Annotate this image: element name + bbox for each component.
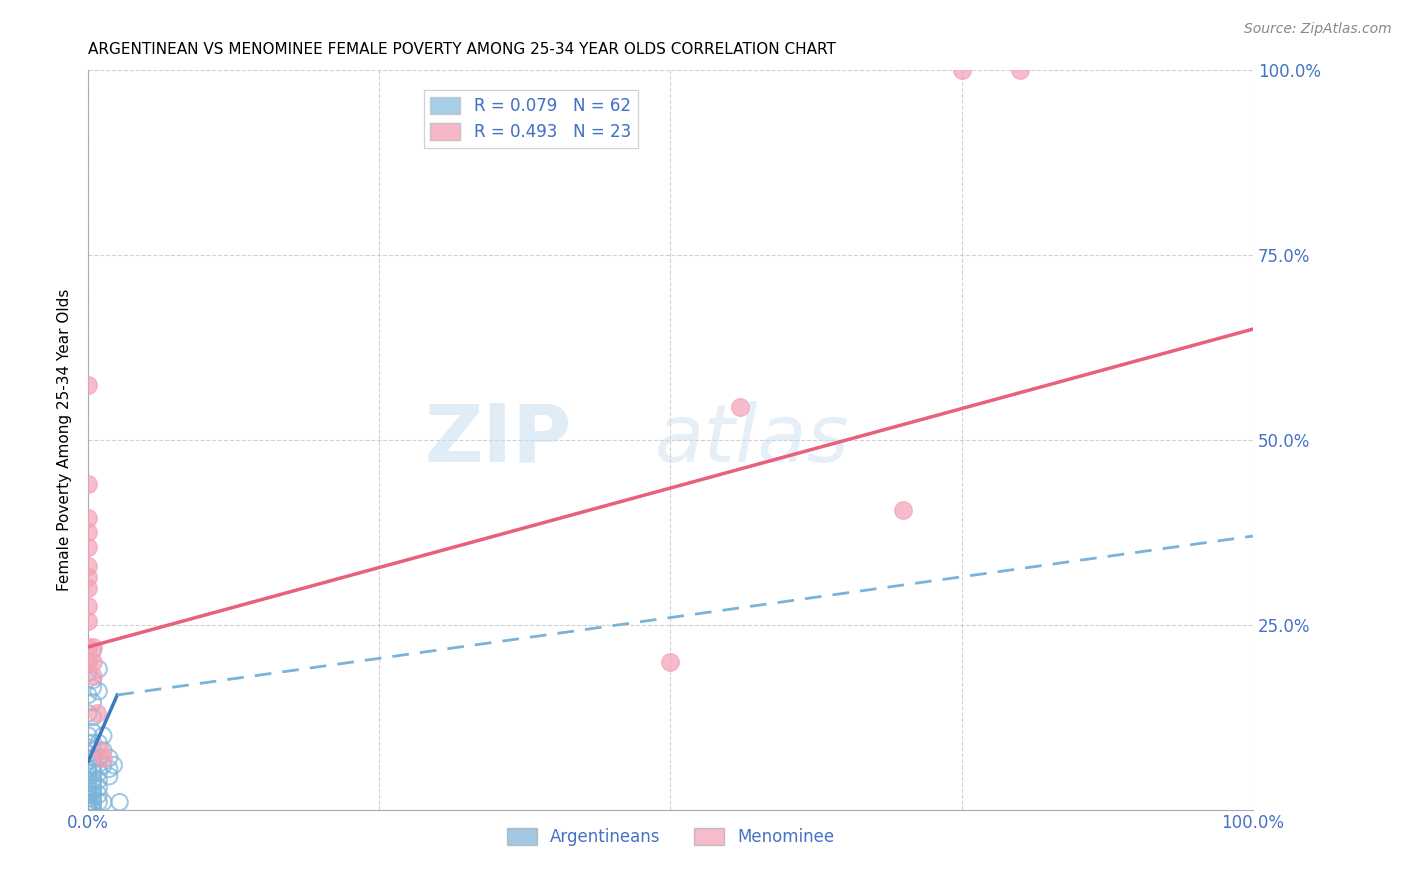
Point (77, 706, 100, 721)
Point (87, 684, 110, 698)
Text: ZIP: ZIP (425, 401, 571, 479)
Point (77, 525, 100, 540)
Point (82, 725, 104, 739)
Y-axis label: Female Poverty Among 25-34 Year Olds: Female Poverty Among 25-34 Year Olds (58, 289, 72, 591)
Point (77, 540, 100, 554)
Point (77, 581, 100, 595)
Point (950, 63, 973, 78)
Point (91, 729, 114, 743)
Point (893, 503, 915, 517)
Point (82, 772, 104, 787)
Point (77, 665, 100, 680)
Point (77, 769, 100, 783)
Point (77, 747, 100, 761)
Point (77, 688, 100, 702)
Point (87, 765, 110, 780)
Point (77, 801, 100, 815)
Point (77, 795, 100, 809)
Point (98, 769, 121, 783)
Point (77, 510, 100, 524)
Point (82, 643, 104, 657)
Point (87, 795, 110, 809)
Point (77, 736, 100, 750)
Point (82, 803, 104, 817)
Point (77, 798, 100, 813)
Point (77, 774, 100, 789)
Point (82, 695, 104, 709)
Point (91, 758, 114, 772)
Point (77, 791, 100, 805)
Point (82, 762, 104, 776)
Point (77, 784, 100, 798)
Point (77, 780, 100, 795)
Point (87, 751, 110, 765)
Point (77, 377, 100, 392)
Point (87, 788, 110, 802)
Legend: R = 0.079   N = 62, R = 0.493   N = 23: R = 0.079 N = 62, R = 0.493 N = 23 (423, 90, 638, 148)
Point (82, 777, 104, 791)
Point (82, 710, 104, 724)
Point (82, 791, 104, 805)
Point (82, 669, 104, 683)
Point (82, 798, 104, 813)
Point (98, 762, 121, 776)
Point (82, 743, 104, 757)
Point (77, 655, 100, 669)
Point (77, 558, 100, 573)
Point (77, 755, 100, 769)
Text: Source: ZipAtlas.com: Source: ZipAtlas.com (1244, 22, 1392, 37)
Text: ARGENTINEAN VS MENOMINEE FEMALE POVERTY AMONG 25-34 YEAR OLDS CORRELATION CHART: ARGENTINEAN VS MENOMINEE FEMALE POVERTY … (89, 42, 837, 57)
Point (82, 640, 104, 654)
Point (82, 673, 104, 688)
Point (77, 477, 100, 491)
Point (82, 655, 104, 669)
Point (82, 751, 104, 765)
Point (1008, 63, 1031, 78)
Point (77, 599, 100, 614)
Point (82, 795, 104, 809)
Point (77, 803, 100, 817)
Point (77, 614, 100, 628)
Point (82, 736, 104, 750)
Point (82, 784, 104, 798)
Point (98, 751, 121, 765)
Point (659, 655, 682, 669)
Point (77, 803, 100, 817)
Point (77, 762, 100, 776)
Point (77, 640, 100, 654)
Point (77, 803, 100, 817)
Point (82, 788, 104, 802)
Point (87, 736, 110, 750)
Point (77, 788, 100, 802)
Point (87, 780, 110, 795)
Point (87, 662, 110, 676)
Point (87, 772, 110, 787)
Point (86, 706, 108, 721)
Point (77, 765, 100, 780)
Point (82, 681, 104, 695)
Point (91, 795, 114, 809)
Point (82, 780, 104, 795)
Point (91, 751, 114, 765)
Point (77, 797, 100, 811)
Point (103, 758, 125, 772)
Point (91, 743, 114, 757)
Point (82, 758, 104, 772)
Point (108, 795, 131, 809)
Point (82, 803, 104, 817)
Text: atlas: atlas (655, 401, 849, 479)
Point (89, 743, 111, 757)
Point (82, 765, 104, 780)
Point (77, 729, 100, 743)
Point (730, 400, 752, 414)
Point (77, 570, 100, 584)
